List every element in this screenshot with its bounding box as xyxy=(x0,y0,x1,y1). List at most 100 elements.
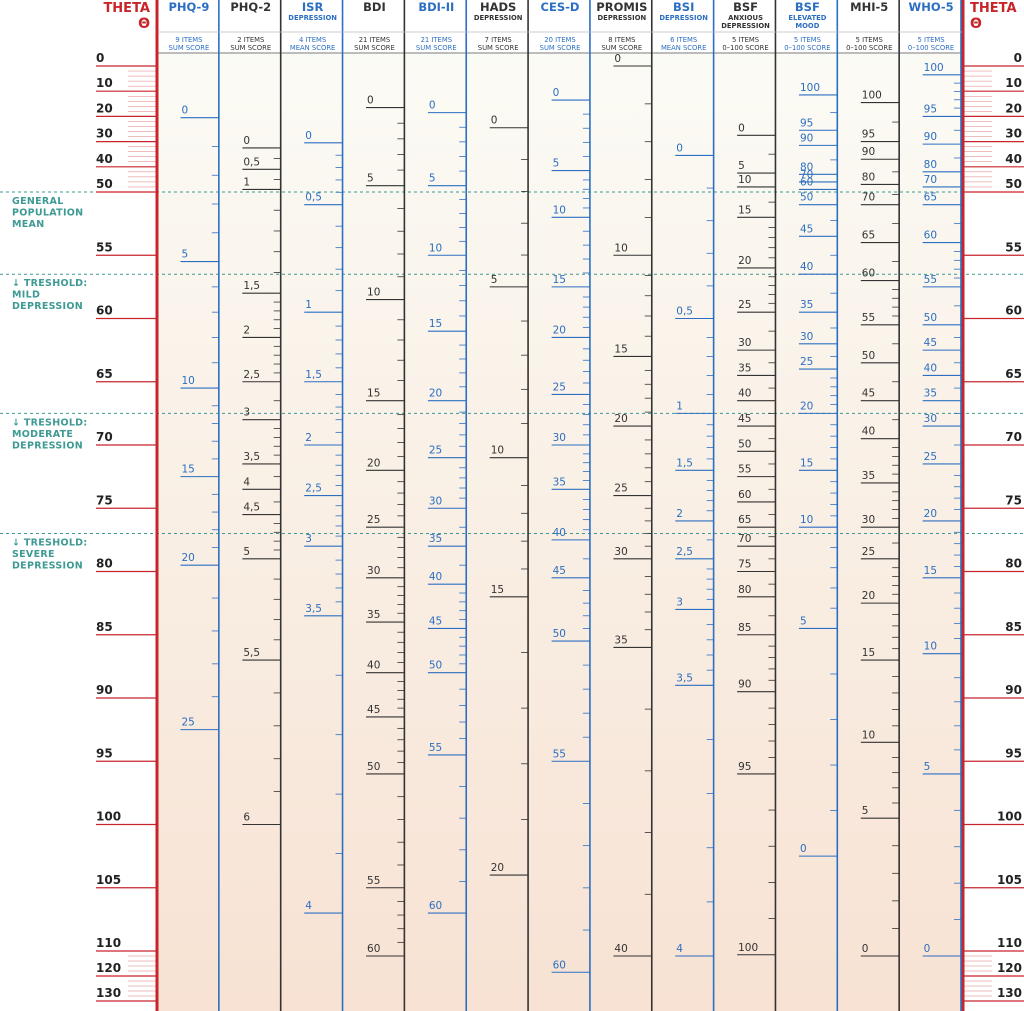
instrument-value-label: 35 xyxy=(367,609,380,621)
instrument-items: 9 ITEMS xyxy=(175,36,202,44)
instrument-items: 4 ITEMS xyxy=(299,36,326,44)
instrument-value-label: 35 xyxy=(862,470,875,482)
theta-label: 20 xyxy=(96,101,113,115)
instrument-value-label: 100 xyxy=(924,62,944,74)
instrument-value-label: 45 xyxy=(924,337,937,349)
instrument-column: 0 5 10 15 20 xyxy=(489,0,529,1011)
theta-title: THETA xyxy=(103,1,150,16)
instrument-value-label: 3 xyxy=(676,596,683,608)
instrument-value-label: 15 xyxy=(182,464,195,476)
instrument-value-label: 40 xyxy=(738,388,751,400)
instrument-value-label: 30 xyxy=(553,432,566,444)
instrument-value-label: 80 xyxy=(924,159,937,171)
theta-label: 80 xyxy=(1005,557,1022,571)
instrument-value-label: 10 xyxy=(862,729,875,741)
instrument-value-label: 3,5 xyxy=(676,672,693,684)
instrument-value-label: 0 xyxy=(429,100,436,112)
instrument-column: 0 10 15 20 25 30 35 40 xyxy=(613,0,653,1011)
instrument-score-type: SUM SCORE xyxy=(354,44,395,52)
instrument-value-label: 0 xyxy=(676,142,683,154)
instrument-value-label: 50 xyxy=(367,761,380,773)
instrument-score-type: SUM SCORE xyxy=(230,44,271,52)
instrument-value-label: 0 xyxy=(614,53,621,65)
instrument-value-label: 100 xyxy=(862,90,882,102)
instrument-value-label: 40 xyxy=(367,660,380,672)
instrument-value-label: 0,5 xyxy=(676,306,693,318)
chart-background xyxy=(158,52,962,1011)
instrument-value-label: 25 xyxy=(862,546,875,558)
instrument-score-type: SUM SCORE xyxy=(601,44,642,52)
instrument-value-label: 50 xyxy=(924,312,937,324)
instrument-value-label: 5 xyxy=(553,158,560,170)
instrument-value-label: 90 xyxy=(800,132,813,144)
instrument-subtitle: DEPRESSION xyxy=(474,14,523,22)
theta-label: 10 xyxy=(96,76,113,90)
instrument-column: 0 5 10 15 20 25 30 35 40 45 50 55 60 xyxy=(551,0,591,1011)
instrument-value-label: 35 xyxy=(429,533,442,545)
instrument-items: 5 ITEMS xyxy=(856,36,883,44)
instrument-value-label: 0,5 xyxy=(243,156,260,168)
instrument-name: BDI-II xyxy=(418,0,454,14)
instrument-score-type: SUM SCORE xyxy=(478,44,519,52)
instrument-value-label: 55 xyxy=(924,274,937,286)
instrument-value-label: 5 xyxy=(429,173,436,185)
instrument-columns: 051015202500,511,522,533,544,555,5600,51… xyxy=(180,0,962,1011)
instrument-subtitle: DEPRESSION xyxy=(659,14,708,22)
instrument-score-type: MEAN SCORE xyxy=(290,44,335,52)
instrument-value-label: 0 xyxy=(182,105,189,117)
instrument-value-label: 80 xyxy=(862,171,875,183)
instrument-name: BDI xyxy=(363,0,386,14)
instrument-name: ISR xyxy=(302,0,324,14)
instrument-score-type: SUM SCORE xyxy=(416,44,457,52)
instrument-value-label: 95 xyxy=(800,117,813,129)
instrument-name: WHO-5 xyxy=(909,0,954,14)
theta-label: 95 xyxy=(96,746,113,760)
instrument-subtitle: DEPRESSION xyxy=(721,22,770,30)
instrument-value-label: 90 xyxy=(862,146,875,158)
instrument-value-label: 5,5 xyxy=(243,647,260,659)
instrument-score-type: SUM SCORE xyxy=(540,44,581,52)
instrument-value-label: 0 xyxy=(924,943,931,955)
instrument-value-label: 0 xyxy=(553,87,560,99)
instrument-value-label: 10 xyxy=(924,641,937,653)
instrument-value-label: 4 xyxy=(305,900,312,912)
threshold-label: ↓ TRESHOLD: xyxy=(12,538,87,549)
instrument-value-label: 35 xyxy=(800,299,813,311)
instrument-value-label: 2 xyxy=(243,324,250,336)
threshold-label: ↓ TRESHOLD: xyxy=(12,278,87,289)
instrument-value-label: 4 xyxy=(676,943,683,955)
instrument-value-label: 55 xyxy=(553,748,566,760)
instrument-value-label: 20 xyxy=(491,862,504,874)
theta-label: 105 xyxy=(96,873,121,887)
theta-label: 70 xyxy=(1005,430,1022,444)
instrument-value-label: 65 xyxy=(862,230,875,242)
instrument-value-label: 1 xyxy=(676,400,683,412)
instrument-value-label: 65 xyxy=(738,514,751,526)
instrument-value-label: 70 xyxy=(862,192,875,204)
theta-label: 110 xyxy=(96,936,121,950)
instrument-value-label: 90 xyxy=(738,679,751,691)
instrument-value-label: 95 xyxy=(924,103,937,115)
instrument-value-label: 5 xyxy=(924,761,931,773)
instrument-value-label: 35 xyxy=(614,634,627,646)
theta-label: 90 xyxy=(1005,683,1022,697)
instrument-value-label: 30 xyxy=(800,331,813,343)
instrument-subtitle: MOOD xyxy=(795,22,819,30)
theta-label: 0 xyxy=(1014,51,1022,65)
instrument-value-label: 15 xyxy=(614,343,627,355)
instrument-name: PHQ-9 xyxy=(169,0,210,14)
instrument-column: 0 5 10 15 20 25 30 35 40 45 50 55 60 xyxy=(366,0,406,1011)
instrument-value-label: 25 xyxy=(429,445,442,457)
theta-label: 75 xyxy=(1005,493,1022,507)
instrument-value-label: 2,5 xyxy=(676,546,693,558)
